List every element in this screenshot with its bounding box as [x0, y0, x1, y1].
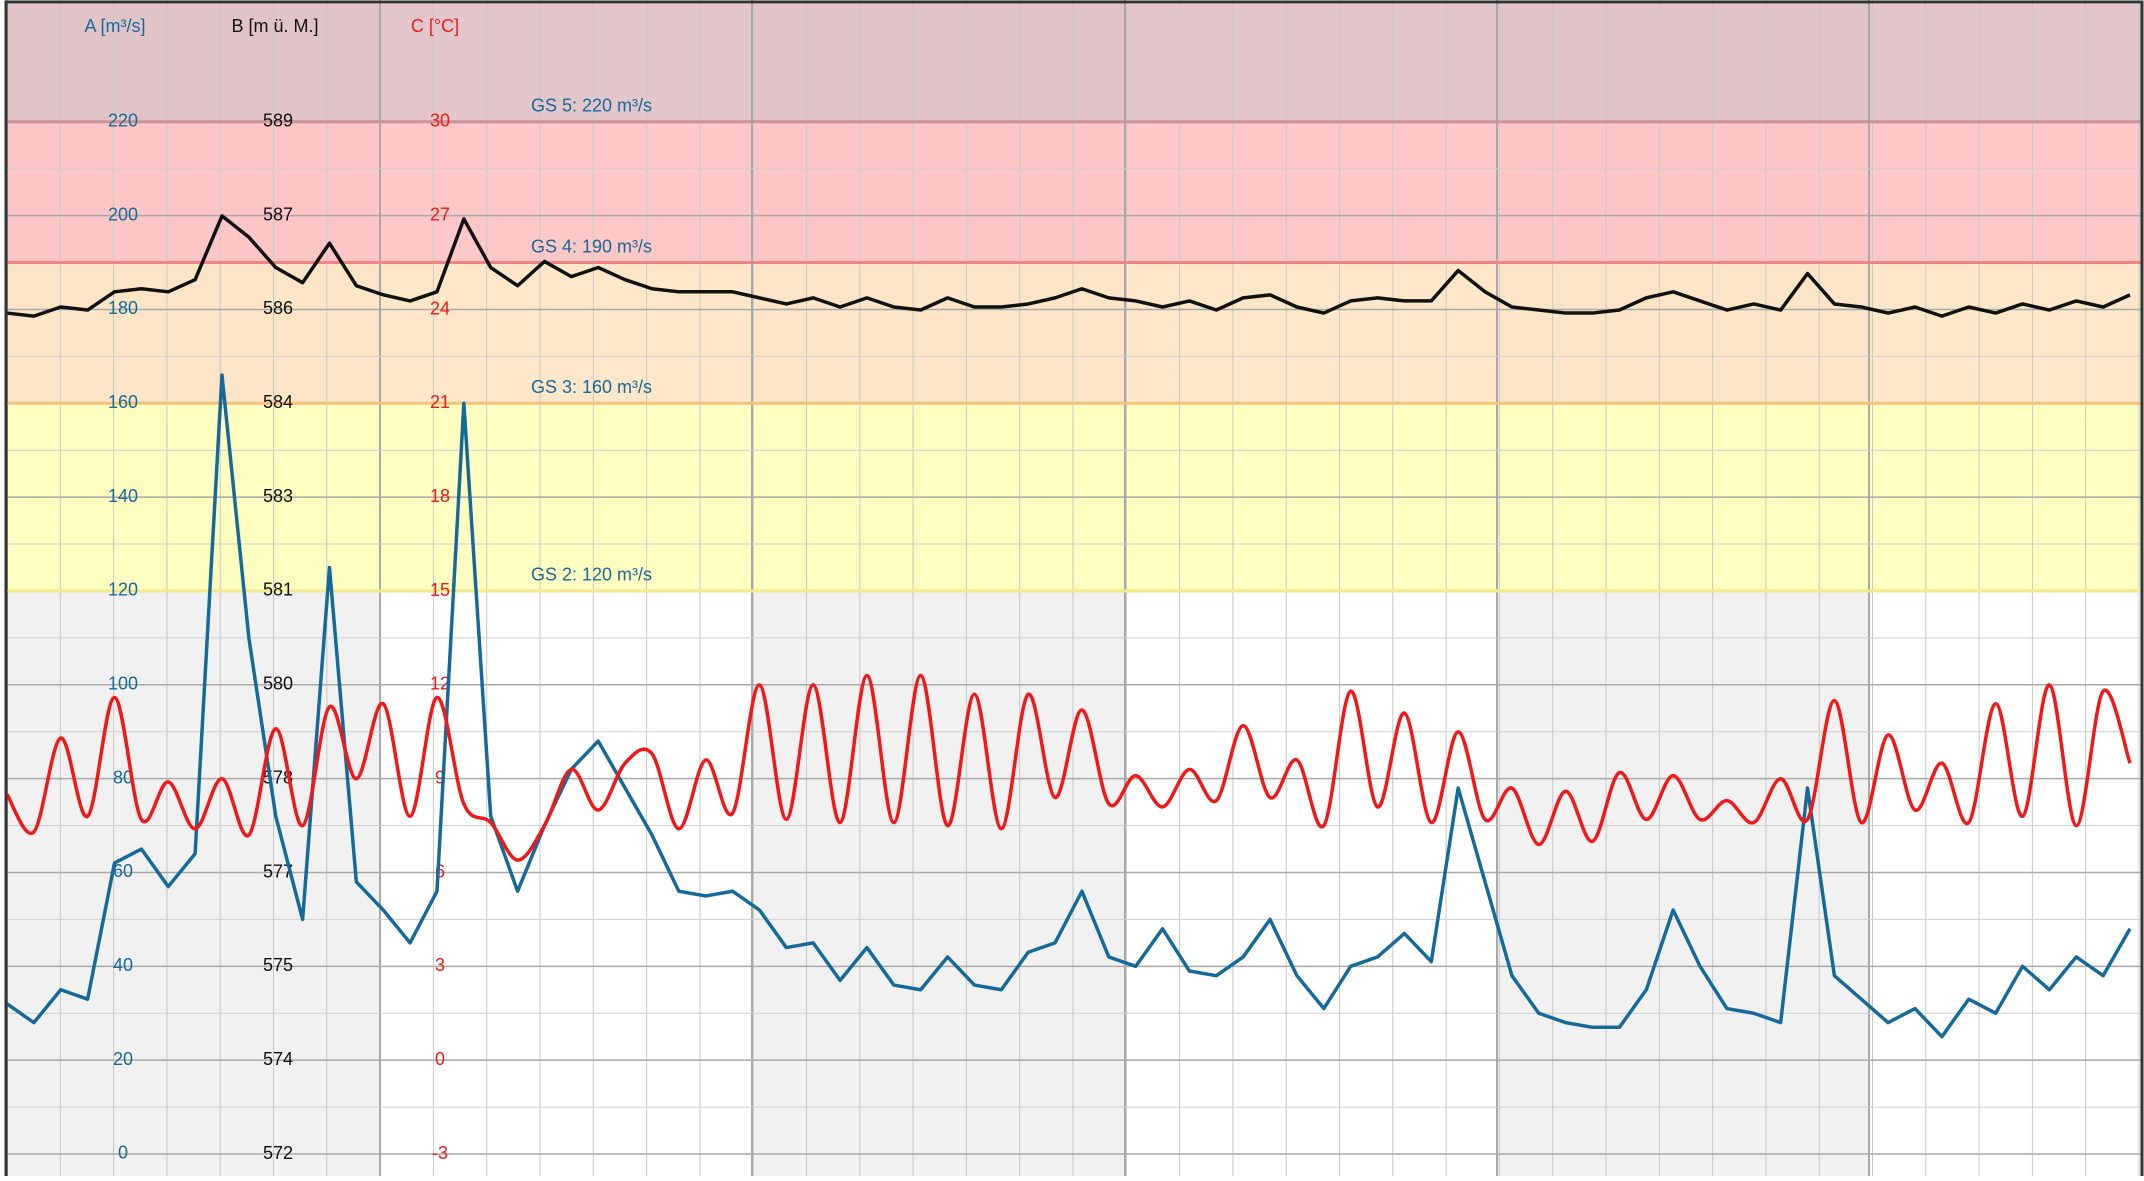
y-tick-label: 20: [113, 1049, 133, 1069]
y-tick-label: 30: [430, 111, 450, 131]
y-tick-label: 3: [435, 955, 445, 975]
y-tick-label: 24: [430, 298, 450, 318]
y-tick-label: 575: [263, 955, 293, 975]
y-tick-label: 18: [430, 486, 450, 506]
series-line: [5, 373, 2132, 1039]
y-tick-label: 6: [435, 861, 445, 881]
series-line: [6, 214, 2131, 318]
y-tick-label: 80: [113, 767, 133, 787]
y-tick-label: 40: [113, 955, 133, 975]
y-tick-label: 220: [108, 111, 138, 131]
y-tick-label: 584: [263, 392, 293, 412]
threshold-label: GS 2: 120 m³/s: [531, 565, 652, 585]
y-tick-label: 120: [108, 580, 138, 600]
y-tick-label: 577: [263, 861, 293, 881]
y-tick-label: 589: [263, 111, 293, 131]
y-tick-label: 9: [435, 768, 445, 788]
threshold-label: GS 5: 220 m³/s: [531, 96, 652, 116]
threshold-band: [7, 121, 2142, 263]
y-tick-label: 574: [263, 1049, 293, 1069]
y-tick-label: 140: [108, 486, 138, 506]
y-tick-label: 583: [263, 486, 293, 506]
y-tick-label: 21: [430, 392, 450, 412]
y-tick-label: 0: [435, 1049, 445, 1069]
y-tick-label: -3: [432, 1143, 448, 1163]
series-line: [5, 673, 2132, 862]
axis-title: A [m³/s]: [84, 16, 145, 36]
y-tick-label: 200: [108, 204, 138, 224]
y-tick-label: 581: [263, 580, 293, 600]
y-tick-label: 60: [113, 861, 133, 881]
axis-title: C [°C]: [411, 16, 459, 36]
y-tick-label: 15: [430, 580, 450, 600]
y-tick-label: 100: [108, 674, 138, 694]
y-tick-label: 160: [108, 392, 138, 412]
threshold-label: GS 4: 190 m³/s: [531, 236, 652, 256]
y-tick-label: 0: [118, 1143, 128, 1163]
y-tick-label: 580: [263, 674, 293, 694]
y-tick-label: 180: [108, 298, 138, 318]
y-tick-label: 27: [430, 205, 450, 225]
threshold-band: [7, 4, 2142, 122]
y-tick-label: 586: [263, 298, 293, 318]
axis-title: B [m ü. M.]: [231, 16, 318, 36]
y-tick-label: 12: [430, 674, 450, 694]
y-tick-label: 572: [263, 1143, 293, 1163]
threshold-label: GS 3: 160 m³/s: [531, 377, 652, 397]
threshold-band: [7, 262, 2142, 404]
y-tick-label: 587: [263, 204, 293, 224]
